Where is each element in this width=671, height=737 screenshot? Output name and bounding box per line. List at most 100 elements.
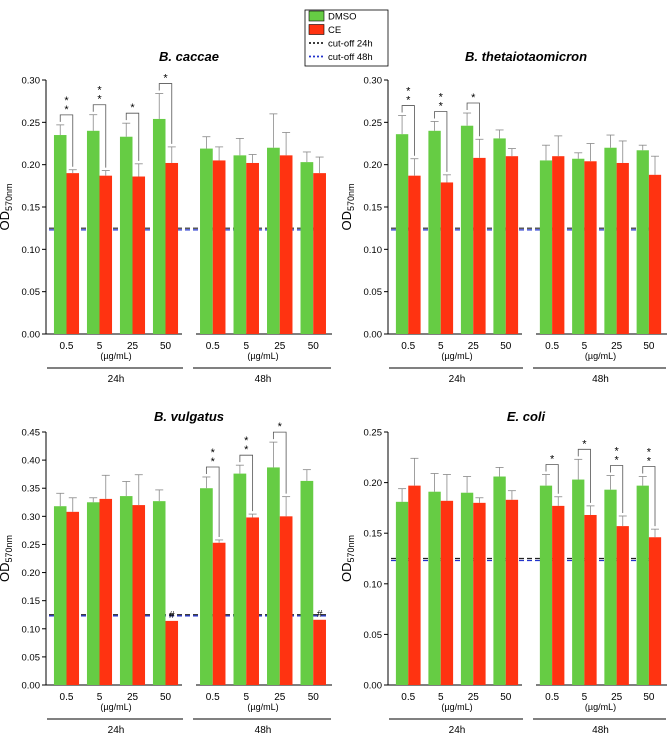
legend-label-0: DMSO [328, 12, 357, 23]
bar-ce [99, 498, 113, 685]
x-tick-label: 0.5 [545, 692, 559, 703]
bar-dmso [395, 134, 409, 334]
bar-ce [440, 182, 454, 334]
y-tick-label: 0.25 [22, 118, 41, 129]
significance-mark: * [406, 86, 411, 98]
y-tick-label: 0.15 [22, 203, 41, 214]
bar-dmso [604, 489, 617, 685]
y-axis-label: OD570nm [339, 183, 356, 230]
legend-swatch-1 [308, 24, 325, 35]
x-unit-label: (µg/mL) [585, 351, 616, 361]
x-tick-label: 5 [438, 341, 444, 352]
significance-mark: * [211, 456, 216, 468]
y-tick-label: 0.35 [22, 484, 41, 495]
panel-0: B. caccae 0.00 0.05 0.10 0.15 0.20 0.25 0.30 OD5… [0, 49, 332, 385]
bar-dmso [119, 496, 133, 685]
bar-dmso [152, 118, 166, 335]
y-tick-label: 0.00 [364, 681, 383, 692]
group-label: 48h [255, 725, 272, 736]
bar-dmso [460, 125, 474, 334]
y-tick-label: 0.15 [364, 203, 383, 214]
x-unit-label: (µg/mL) [100, 702, 131, 712]
bar-ce [246, 517, 259, 685]
significance-mark: * [439, 91, 444, 103]
significance-bracket [272, 431, 287, 494]
x-tick-label: 5 [97, 341, 103, 352]
x-tick-label: 5 [438, 692, 444, 703]
y-tick-label: 0.45 [22, 428, 41, 439]
y-tick-label: 0.30 [364, 76, 383, 87]
panels: B. caccae 0.00 0.05 0.10 0.15 0.20 0.25 0.30 OD5… [0, 49, 667, 736]
x-unit-label: (µg/mL) [585, 702, 616, 712]
x-tick-label: 50 [160, 341, 172, 352]
bar-dmso [267, 147, 280, 334]
bar-ce [279, 516, 293, 685]
bar-dmso [539, 485, 553, 685]
group-label: 48h [592, 374, 609, 385]
significance-mark: * [211, 447, 216, 459]
y-tick-label: 0.10 [22, 245, 41, 256]
y-tick-label: 0.10 [22, 624, 41, 635]
bar-ce [648, 537, 662, 685]
x-unit-label: (µg/mL) [441, 351, 472, 361]
bar-dmso [233, 155, 247, 334]
significance-mark: * [64, 95, 69, 107]
x-tick-label: 25 [274, 692, 286, 703]
significance-bracket [610, 465, 624, 513]
x-tick-label: 50 [500, 341, 512, 352]
significance-bracket [466, 102, 480, 137]
group-label: 24h [108, 374, 125, 385]
significance-mark: * [97, 94, 102, 106]
y-tick-label: 0.00 [22, 681, 41, 692]
x-tick-label: 0.5 [206, 692, 220, 703]
x-tick-label: 25 [127, 341, 139, 352]
bar-ce [552, 156, 565, 334]
y-tick-label: 0.15 [364, 529, 383, 540]
significance-mark: * [97, 85, 102, 97]
panel-2: B. vulgatus 0.00 0.05 0.10 0.15 0.20 0.25 0.30 0… [0, 409, 332, 736]
bar-ce [408, 485, 421, 685]
bar-dmso [86, 130, 100, 334]
bar-ce [66, 511, 80, 685]
significance-mark: * [471, 92, 476, 104]
significance-mark: * [614, 455, 619, 467]
significance-bracket [158, 83, 173, 144]
x-tick-label: 25 [468, 341, 480, 352]
y-tick-label: 0.20 [22, 160, 41, 171]
legend-label-2: cut-off 24h [328, 39, 373, 50]
y-tick-label: 0.30 [22, 512, 41, 523]
significance-mark: * [614, 446, 619, 458]
x-tick-label: 25 [468, 692, 480, 703]
bar-ce [648, 174, 662, 334]
panel-title: E. coli [507, 409, 546, 424]
significance-mark: * [439, 100, 444, 112]
hash-mark: # [169, 610, 175, 621]
bar-dmso [86, 502, 100, 685]
x-tick-label: 50 [308, 341, 320, 352]
significance-mark: * [163, 73, 168, 85]
bar-dmso [53, 506, 67, 685]
bar-ce [212, 160, 226, 334]
bar-ce [165, 620, 179, 685]
bar-ce [132, 505, 146, 685]
bar-dmso [119, 136, 133, 334]
group-label: 48h [592, 725, 609, 736]
y-tick-label: 0.05 [364, 287, 383, 298]
y-tick-label: 0.40 [22, 456, 41, 467]
y-axis-label: OD570nm [0, 535, 14, 582]
legend-label-1: CE [328, 25, 341, 36]
bar-dmso [233, 473, 247, 685]
y-tick-label: 0.20 [364, 478, 383, 489]
y-tick-label: 0.10 [364, 579, 383, 590]
group-label: 24h [449, 374, 466, 385]
x-tick-label: 0.5 [545, 341, 559, 352]
significance-mark: * [647, 456, 652, 468]
significance-bracket [577, 448, 591, 503]
hash-mark: # [317, 609, 323, 620]
bar-ce [473, 157, 486, 334]
bar-ce [408, 175, 421, 334]
significance-bracket [205, 466, 220, 537]
x-unit-label: (µg/mL) [247, 351, 278, 361]
bar-ce [279, 155, 293, 334]
